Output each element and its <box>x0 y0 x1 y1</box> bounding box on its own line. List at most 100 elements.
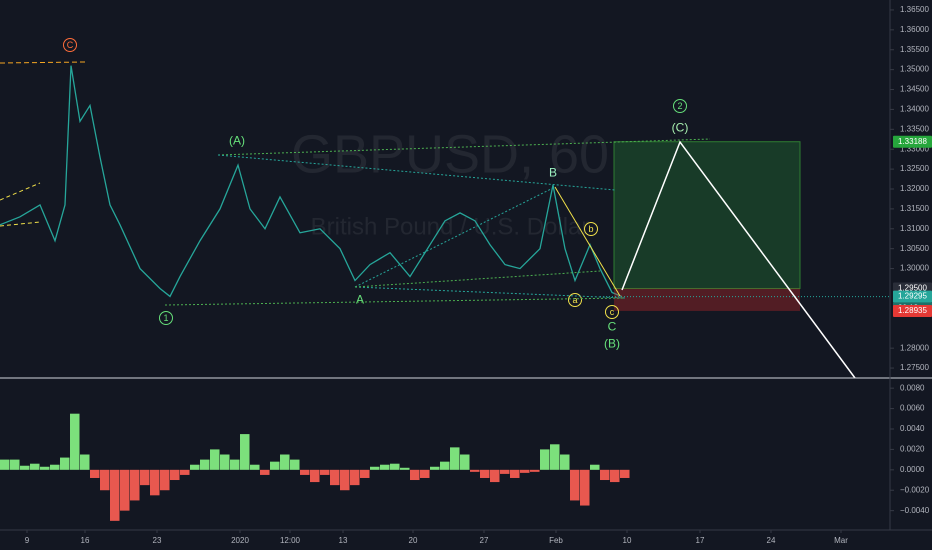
histogram-bar <box>150 469 160 496</box>
stop-price-box <box>893 304 932 317</box>
histogram-bar <box>320 469 330 475</box>
histogram-bar <box>300 469 310 475</box>
wave-label: 2 <box>677 101 682 111</box>
stop-zone <box>614 288 800 311</box>
histogram-bar <box>580 469 590 506</box>
histogram-bar <box>0 459 10 470</box>
histogram-bar <box>540 449 550 470</box>
histogram-bar <box>570 469 580 501</box>
y-tick-label: −0.0020 <box>900 485 930 494</box>
target-price: 1.33188 <box>898 137 927 146</box>
x-tick-label: 13 <box>339 536 348 545</box>
watermark-subtitle: British Pound / U.S. Dollar <box>311 213 590 240</box>
watermark-group: GBPUSD, 60 British Pound / U.S. Dollar <box>291 124 609 240</box>
histogram-bar <box>610 469 620 483</box>
entry-price: 1.29500 <box>898 284 927 293</box>
trendline <box>354 186 556 288</box>
x-tick-label: 23 <box>153 536 162 545</box>
histogram-bar <box>190 464 200 470</box>
histogram-bar <box>430 466 440 470</box>
histogram-bar <box>180 469 190 475</box>
wave-label: 1 <box>163 313 168 323</box>
histogram-bar <box>310 469 320 483</box>
trendline <box>354 286 626 299</box>
y-tick-label: 1.35500 <box>900 45 929 54</box>
histogram-bar <box>330 469 340 486</box>
last-price-box <box>893 290 932 303</box>
dashed-line <box>0 61 86 64</box>
histogram-bar <box>590 464 600 470</box>
histogram-bar <box>490 469 500 483</box>
histogram-bar <box>30 463 40 470</box>
dashed-line <box>0 182 41 201</box>
histogram-bar <box>500 469 510 474</box>
y-tick-label: 0.0080 <box>900 383 925 392</box>
y-tick-label: 1.32000 <box>900 184 929 193</box>
trendline <box>354 270 601 288</box>
histogram-bar <box>290 459 300 470</box>
wave-label: (B) <box>604 337 620 351</box>
histogram-bar <box>60 457 70 470</box>
y-tick-label: 1.34500 <box>900 85 929 94</box>
histogram-bar <box>140 469 150 486</box>
histogram-bar <box>260 469 270 475</box>
y-tick-label: 1.34000 <box>900 105 929 114</box>
y-tick-label: 0.0000 <box>900 465 925 474</box>
histogram-bar <box>40 466 50 470</box>
y-tick-label: 1.30500 <box>900 244 929 253</box>
histogram-bar <box>50 464 60 470</box>
histogram-bar <box>70 413 80 470</box>
projection <box>621 140 856 379</box>
wave-label: B <box>549 166 557 180</box>
histogram-bar <box>80 454 90 470</box>
histogram-bar <box>270 461 280 470</box>
y-tick-label: 1.32500 <box>900 164 929 173</box>
histogram-bar <box>360 469 370 478</box>
histogram-bar <box>240 434 250 470</box>
y-tick-label: 1.36500 <box>900 5 929 14</box>
y-tick-label: 1.31000 <box>900 224 929 233</box>
histogram-bar <box>160 469 170 491</box>
y-tick-label: 1.35000 <box>900 65 929 74</box>
wave-circle <box>159 311 173 325</box>
histogram-bar <box>470 469 480 472</box>
y-tick-label: 0.0060 <box>900 404 925 413</box>
histogram-bar <box>550 444 560 470</box>
last-price: 1.29295 <box>898 292 927 301</box>
x-tick-label: 17 <box>696 536 705 545</box>
wave-circle <box>63 38 77 52</box>
watermark: GBPUSD, 60 <box>291 124 609 184</box>
wave-label: (A) <box>229 134 245 148</box>
x-tick-label: 12:00 <box>280 536 301 545</box>
histogram-bar <box>410 469 420 481</box>
histogram-bar <box>340 469 350 491</box>
y-tick-label: 1.33500 <box>900 124 929 133</box>
x-tick-label: 10 <box>623 536 632 545</box>
y-tick-label: 1.30000 <box>900 264 929 273</box>
histogram-bar <box>250 464 260 470</box>
histogram-bar <box>420 469 430 478</box>
wave-circle <box>605 305 619 319</box>
histogram-bar <box>520 469 530 473</box>
drawings <box>0 61 856 379</box>
histogram-bar <box>100 469 110 491</box>
oscillator-pane <box>0 413 630 521</box>
trendline <box>554 186 621 297</box>
price-line <box>0 65 623 298</box>
y-tick-label: 1.31500 <box>900 204 929 213</box>
histogram-bar <box>20 465 30 470</box>
histogram-bar <box>450 447 460 470</box>
histogram-bar <box>370 466 380 470</box>
x-tick-label: Feb <box>549 536 563 545</box>
trendline <box>217 154 616 191</box>
histogram-bar <box>120 469 130 511</box>
histogram-bar <box>230 459 240 470</box>
histogram-bar <box>210 449 220 470</box>
x-tick-label: 2020 <box>231 536 249 545</box>
histogram-bar <box>390 463 400 470</box>
wave-label: (C) <box>672 121 689 135</box>
x-tick-label: 24 <box>767 536 776 545</box>
y-tick-label: −0.0040 <box>900 506 930 515</box>
wave-circle <box>568 293 582 307</box>
